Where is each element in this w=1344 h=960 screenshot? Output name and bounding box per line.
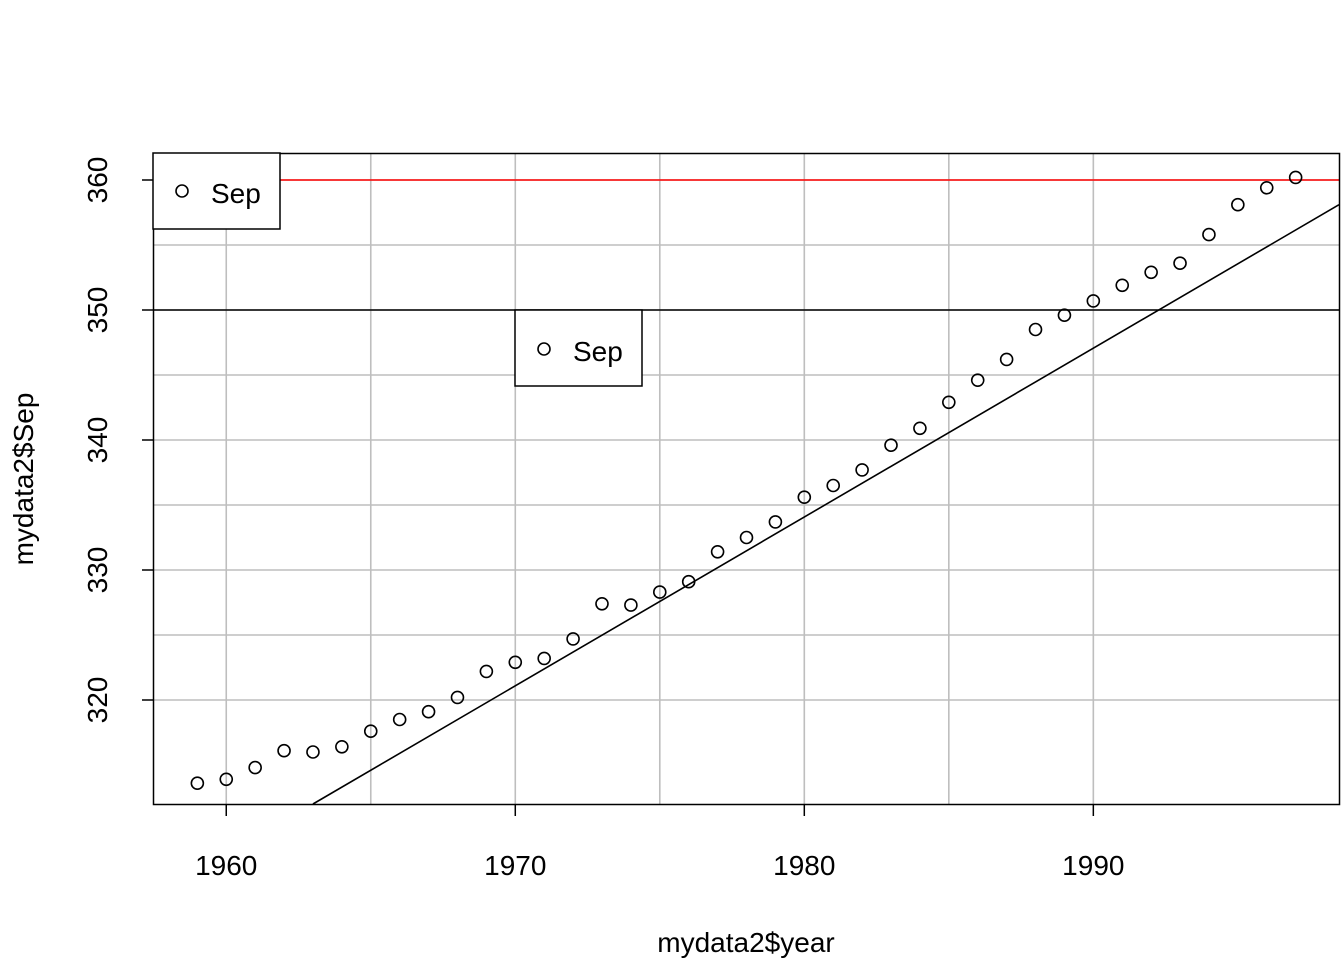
grid — [154, 154, 1339, 804]
trend-line — [312, 204, 1340, 805]
data-point — [739, 530, 754, 545]
y-tick-label: 330 — [82, 547, 113, 594]
data-point — [566, 632, 580, 646]
data-point — [1115, 278, 1130, 293]
data-point — [1231, 197, 1245, 212]
data-point — [826, 478, 841, 493]
x-axis: 1960 1970 1980 1990 — [195, 804, 1124, 881]
data-point — [508, 655, 523, 670]
data-point — [1288, 170, 1303, 185]
data-point — [681, 574, 696, 589]
data-point — [479, 664, 494, 679]
data-point — [595, 596, 609, 611]
data-point — [392, 712, 407, 727]
data-point — [942, 395, 956, 410]
data-point — [1259, 181, 1274, 195]
data-point — [219, 772, 234, 787]
data-point — [652, 585, 667, 599]
y-tick-label: 350 — [82, 287, 113, 334]
data-point — [624, 598, 638, 612]
data-point — [248, 760, 262, 775]
reference-lines — [154, 179, 1340, 805]
legend-marker — [175, 184, 189, 198]
data-point — [190, 776, 205, 791]
data-point — [768, 515, 783, 529]
y-tick-label: 320 — [82, 677, 113, 724]
x-tick-label: 1980 — [773, 850, 835, 881]
data-point — [1057, 308, 1072, 323]
data-points — [190, 170, 1303, 791]
y-axis-label: mydata2$Sep — [8, 393, 39, 566]
y-tick-label: 360 — [82, 157, 113, 204]
legend-center: Sep — [514, 309, 643, 387]
legend-box — [152, 152, 281, 230]
data-point — [450, 690, 465, 705]
data-point — [1028, 322, 1043, 337]
x-tick-label: 1990 — [1062, 850, 1124, 881]
data-point — [710, 544, 725, 559]
data-point — [277, 743, 291, 758]
data-point — [1144, 265, 1158, 280]
y-axis: 320 330 340 350 360 — [82, 157, 154, 724]
data-point — [335, 739, 349, 754]
legend-box — [514, 309, 643, 387]
legend-top-left: Sep — [152, 152, 281, 230]
y-tick-label: 340 — [82, 417, 113, 464]
data-point — [855, 463, 869, 477]
data-point — [1202, 227, 1216, 242]
data-point — [306, 745, 320, 759]
data-point — [537, 651, 551, 666]
data-point — [970, 373, 985, 388]
data-point — [421, 704, 436, 719]
data-point — [913, 421, 927, 436]
x-axis-label: mydata2$year — [657, 927, 834, 958]
data-point — [999, 352, 1014, 367]
data-point — [884, 438, 898, 453]
legend-label: Sep — [211, 178, 261, 209]
x-tick-label: 1970 — [484, 850, 546, 881]
data-point — [1086, 294, 1101, 308]
data-point — [797, 490, 812, 505]
data-point — [1173, 256, 1187, 271]
legend-marker — [537, 342, 551, 356]
plot-frame — [152, 152, 1341, 806]
x-tick-label: 1960 — [195, 850, 257, 881]
data-point — [363, 724, 378, 739]
legend-label: Sep — [573, 336, 623, 367]
